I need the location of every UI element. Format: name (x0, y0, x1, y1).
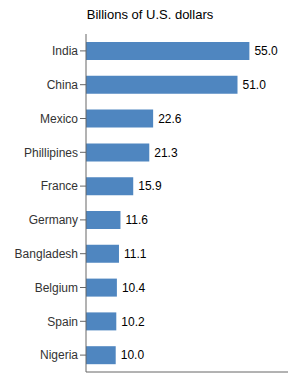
svg-text:Spain: Spain (47, 315, 78, 329)
svg-text:55.0: 55.0 (254, 44, 278, 58)
svg-text:10.4: 10.4 (122, 281, 146, 295)
svg-text:Mexico: Mexico (40, 112, 78, 126)
svg-text:France: France (41, 179, 79, 193)
svg-text:Belgium: Belgium (35, 281, 78, 295)
svg-text:21.3: 21.3 (154, 146, 178, 160)
svg-text:Phillipines: Phillipines (24, 146, 78, 160)
svg-text:India: India (52, 44, 78, 58)
svg-text:10.0: 10.0 (121, 348, 145, 362)
svg-text:51.0: 51.0 (243, 78, 267, 92)
svg-text:15.9: 15.9 (138, 179, 162, 193)
svg-text:10.2: 10.2 (121, 315, 145, 329)
svg-text:China: China (47, 78, 79, 92)
svg-text:Bangladesh: Bangladesh (15, 247, 78, 261)
svg-text:11.6: 11.6 (125, 213, 148, 227)
svg-text:Nigeria: Nigeria (40, 348, 78, 362)
svg-text:22.6: 22.6 (158, 112, 182, 126)
html-text:Billions of U.S. dollars: Billions of U.S. dollars (86, 7, 214, 22)
svg-text:Germany: Germany (29, 213, 78, 227)
svg-text:11.1: 11.1 (124, 247, 147, 261)
